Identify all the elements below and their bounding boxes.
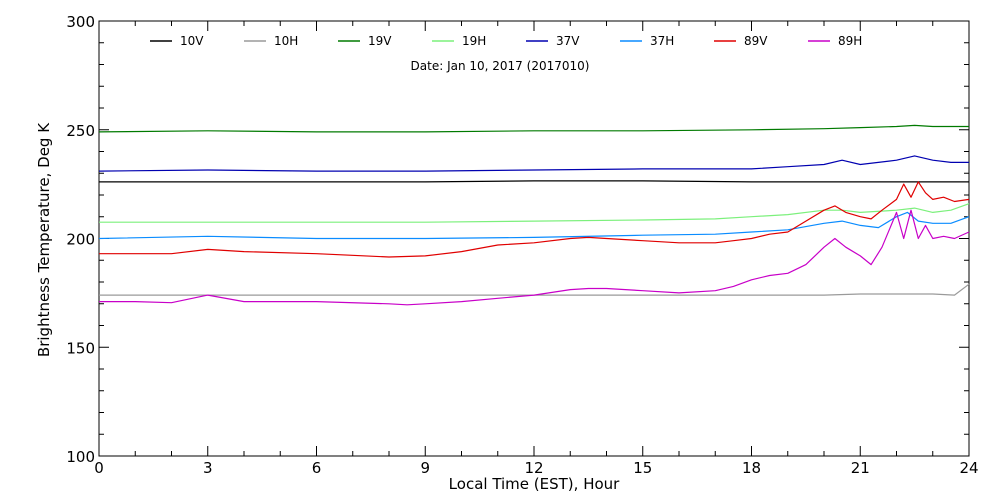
legend: 10V 10H 19V 19H 37V 37H 89V 89H [150, 34, 862, 48]
chart-subtitle: Date: Jan 10, 2017 (2017010) [411, 59, 590, 73]
series-lines [98, 124, 970, 306]
axis-ticks: 0 3 6 9 12 15 18 21 24 100 150 200 250 300 [66, 13, 978, 477]
x-tick-label: 3 [203, 459, 213, 477]
legend-label-10h: 10H [274, 34, 298, 48]
legend-label-19v: 19V [368, 34, 392, 48]
x-tick-label: 15 [633, 459, 652, 477]
legend-label-37h: 37H [650, 34, 674, 48]
legend-label-37v: 37V [556, 34, 580, 48]
y-tick-label: 200 [66, 231, 95, 249]
y-axis-title: Brightness Temperature, Deg K [35, 122, 53, 357]
series-line-19v [98, 124, 969, 133]
series-line-19h [99, 203, 970, 223]
x-tick-label: 9 [420, 459, 430, 477]
series-line-89h [99, 209, 970, 306]
x-tick-label: 12 [524, 459, 543, 477]
legend-label-10v: 10V [180, 34, 204, 48]
legend-label-89h: 89H [838, 34, 862, 48]
series-line-89v [99, 181, 970, 258]
y-tick-label: 250 [66, 122, 95, 140]
y-tick-label: 100 [66, 448, 95, 466]
x-tick-label: 18 [742, 459, 761, 477]
x-tick-label: 21 [851, 459, 870, 477]
y-tick-label: 300 [66, 13, 95, 31]
x-tick-label: 24 [959, 459, 978, 477]
plot-frame [98, 20, 970, 457]
legend-label-19h: 19H [462, 34, 486, 48]
series-line-10v [99, 180, 969, 183]
series-line-37v [98, 155, 969, 172]
x-tick-label: 6 [312, 459, 322, 477]
series-line-10h [99, 283, 970, 296]
y-tick-label: 150 [66, 339, 95, 357]
legend-label-89v: 89V [744, 34, 768, 48]
x-tick-label: 0 [94, 459, 104, 477]
x-axis-title: Local Time (EST), Hour [449, 475, 620, 493]
series-line-37h [98, 211, 970, 240]
